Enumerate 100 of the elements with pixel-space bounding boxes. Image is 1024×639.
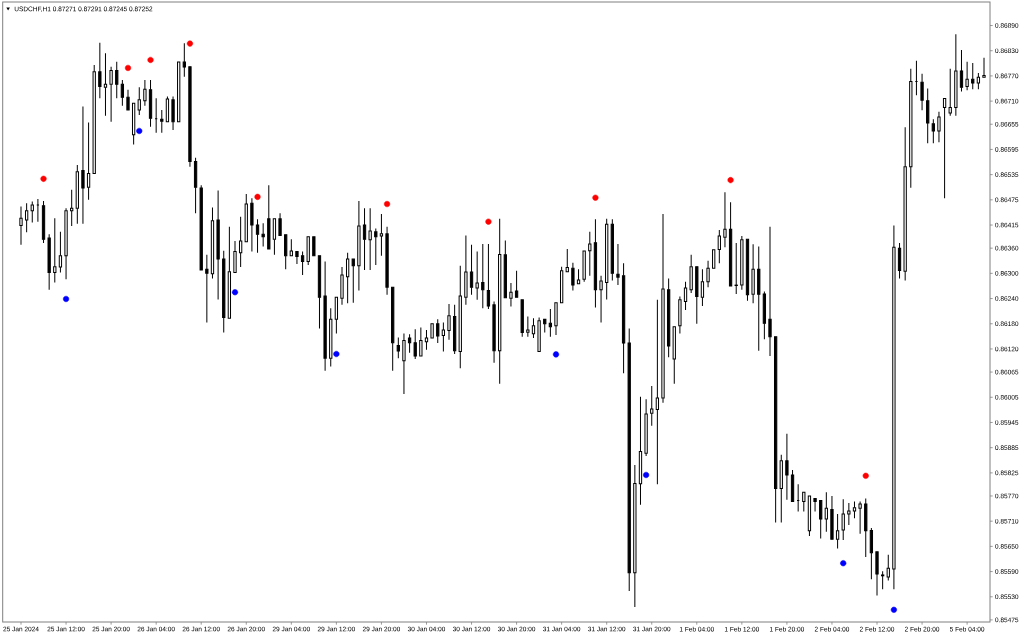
- candlestick: [875, 551, 879, 597]
- candlestick: [126, 89, 130, 111]
- candlestick: [706, 260, 710, 288]
- candlestick: [430, 323, 434, 339]
- candlestick: [368, 207, 372, 271]
- candlestick: [498, 218, 502, 385]
- candlestick: [892, 224, 896, 590]
- candlestick: [548, 308, 553, 338]
- candlestick: [830, 495, 834, 540]
- point: [40, 175, 47, 182]
- candlestick: [216, 190, 220, 300]
- candlestick: [475, 251, 479, 301]
- point: [254, 193, 261, 200]
- candlestick: [672, 326, 676, 385]
- candlestick: [723, 191, 727, 248]
- candlestick: [920, 73, 924, 111]
- candlestick: [543, 318, 547, 334]
- candlestick: [605, 218, 609, 300]
- candlestick: [458, 265, 462, 369]
- point: [890, 606, 897, 613]
- candlestick: [773, 336, 778, 523]
- candlestick: [554, 302, 558, 336]
- candlestick: [81, 106, 85, 225]
- candlestick: [379, 213, 384, 257]
- candlestick: [847, 502, 851, 526]
- candlestick: [447, 303, 451, 341]
- candlestick: [576, 268, 581, 285]
- candlestick: [340, 266, 344, 306]
- point: [862, 472, 869, 479]
- candlestick: [627, 327, 631, 592]
- candlestick: [965, 61, 969, 91]
- point: [383, 200, 391, 208]
- candlestick: [171, 96, 175, 131]
- candlestick: [351, 258, 355, 304]
- point: [62, 295, 70, 303]
- point: [840, 560, 847, 567]
- candlestick: [362, 207, 367, 271]
- candlestick: [317, 255, 322, 329]
- candlestick: [796, 483, 800, 513]
- candlestick: [205, 254, 209, 323]
- candlestick: [334, 296, 339, 334]
- candlestick: [267, 184, 271, 250]
- candlestick: [227, 226, 232, 319]
- candlestick: [492, 301, 496, 364]
- candlestick: [757, 245, 761, 352]
- candlestick: [650, 385, 654, 427]
- candlestick: [728, 201, 733, 287]
- candlestick: [64, 207, 68, 280]
- candlestick: [182, 42, 186, 78]
- candlestick: [385, 226, 389, 296]
- candlestick: [103, 52, 108, 117]
- candlestick: [537, 316, 541, 352]
- candlestick: [464, 235, 468, 306]
- candlestick: [678, 295, 682, 334]
- candlestick: [452, 304, 457, 355]
- candlestick: [306, 236, 310, 266]
- candlestick: [481, 243, 485, 309]
- point: [727, 177, 734, 184]
- candlestick: [312, 236, 316, 257]
- candlestick: [160, 109, 164, 134]
- candlestick: [86, 122, 91, 201]
- candlestick: [503, 240, 507, 299]
- candlestick: [909, 68, 913, 189]
- candlestick: [329, 307, 333, 368]
- candlestick: [289, 238, 293, 257]
- candlestick: [655, 299, 660, 485]
- point: [147, 56, 154, 64]
- candlestick: [841, 498, 845, 541]
- candlestick: [599, 275, 603, 323]
- candlestick: [807, 495, 812, 537]
- candlestick: [233, 240, 237, 274]
- candlestick: [154, 97, 158, 134]
- candlestick: [323, 261, 327, 372]
- candlestick: [374, 227, 378, 266]
- candlestick: [284, 234, 288, 270]
- candlestick: [520, 299, 524, 338]
- point: [231, 289, 239, 296]
- point: [552, 351, 560, 358]
- candlestick: [689, 254, 693, 294]
- candlestick: [616, 243, 620, 286]
- candlestick: [19, 206, 23, 246]
- point: [186, 40, 194, 47]
- candlestick: [712, 249, 716, 269]
- candlestick: [58, 231, 63, 274]
- point: [136, 127, 143, 135]
- candlestick: [278, 212, 282, 237]
- candlestick: [593, 218, 598, 308]
- candlestick: [785, 433, 789, 501]
- point: [592, 194, 599, 201]
- candlestick: [942, 98, 947, 199]
- candlestick: [858, 500, 862, 535]
- point: [485, 218, 492, 225]
- candlestick: [751, 243, 755, 304]
- candlestick: [802, 491, 806, 513]
- candlestick: [509, 282, 513, 308]
- candlestick: [813, 498, 817, 513]
- candlestick: [914, 60, 919, 96]
- candlestick: [143, 79, 147, 107]
- candlestick: [250, 197, 254, 253]
- candlestick: [391, 286, 395, 372]
